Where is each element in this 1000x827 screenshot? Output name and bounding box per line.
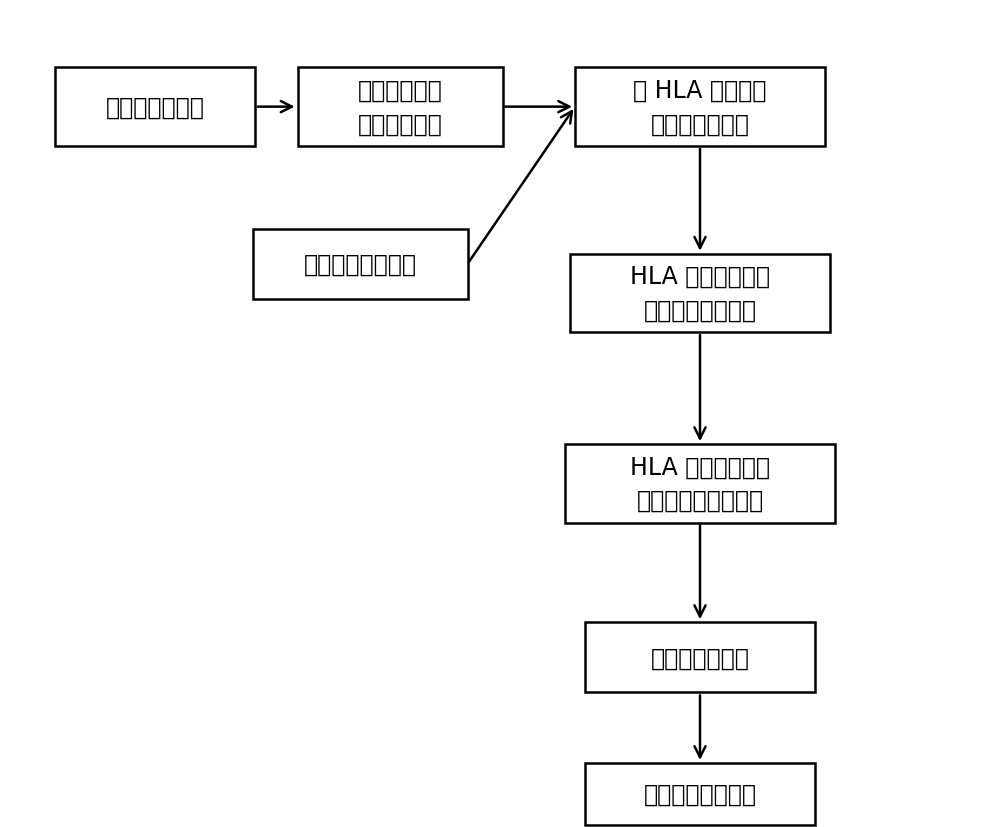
Text: HLA 基因染色体区
域百分比计算模块: HLA 基因染色体区 域百分比计算模块 xyxy=(630,265,770,323)
Text: 阴阳性判断模块: 阴阳性判断模块 xyxy=(651,646,749,669)
Bar xyxy=(585,623,815,693)
Text: 报告文件生成模块: 报告文件生成模块 xyxy=(644,782,757,805)
Bar xyxy=(570,255,830,332)
Text: HLA 基因各染色体
总体百分比计算模块: HLA 基因各染色体 总体百分比计算模块 xyxy=(630,455,770,513)
Bar xyxy=(298,69,503,147)
Text: 基因测序数据
文件获取模块: 基因测序数据 文件获取模块 xyxy=(358,79,442,136)
Bar xyxy=(55,69,255,147)
Text: 拆分和过滤模块: 拆分和过滤模块 xyxy=(106,96,204,119)
Bar xyxy=(585,762,815,825)
Text: 各 HLA 基因所占
百分比计算模块: 各 HLA 基因所占 百分比计算模块 xyxy=(633,79,767,136)
Text: 参考基因生成模块: 参考基因生成模块 xyxy=(304,253,416,276)
Bar xyxy=(575,69,825,147)
Bar xyxy=(565,445,835,523)
Bar xyxy=(252,229,468,299)
